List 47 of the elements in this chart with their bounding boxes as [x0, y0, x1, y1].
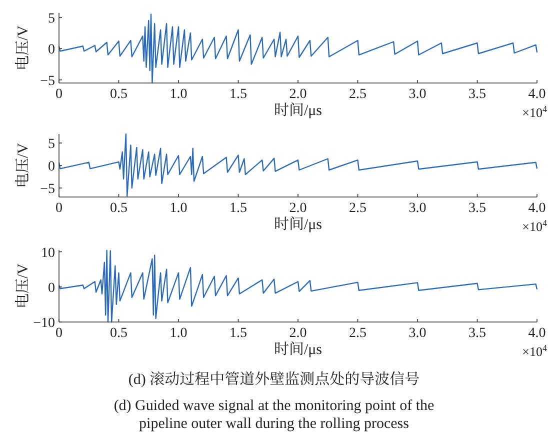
- x-tick-label: 0.5: [110, 87, 128, 102]
- x-tick-label: 1.0: [170, 87, 188, 102]
- y-tick-label: −5: [40, 182, 55, 197]
- x-tick-label: 1.5: [230, 201, 247, 216]
- y-tick-label: −10: [33, 316, 55, 331]
- y-axis-title: 电压/V: [14, 142, 32, 188]
- x-tick-label: 3.5: [468, 87, 486, 102]
- x-tick-label: 1.0: [170, 326, 188, 341]
- x-tick-label: 3.0: [408, 201, 426, 216]
- line-series: [58, 133, 538, 197]
- x-tick-label: 3.5: [468, 326, 486, 341]
- x-tick-label: 2.5: [349, 326, 366, 341]
- x-tick-label: 2.0: [289, 326, 307, 341]
- x-tick-label: 2.0: [289, 87, 307, 102]
- y-axis-title: 电压/V: [14, 263, 32, 309]
- x-tick-label: 4.0: [528, 326, 546, 341]
- x-tick-label: 3.5: [468, 201, 486, 216]
- y-tick-label: 5: [48, 137, 55, 152]
- y-axis-title: 电压/V: [14, 25, 32, 71]
- x-tick-label: 0.5: [110, 201, 128, 216]
- x-tick-label: 3.0: [408, 326, 426, 341]
- text: ×10$^{4}$: [522, 104, 548, 120]
- x-axis-title: 时间/μs: [274, 216, 322, 233]
- text: (d) Guided wave signal at the monitoring point of the pipeline outer wall during the rolling process: [114, 398, 435, 432]
- x-axis-title: 时间/μs: [274, 102, 322, 119]
- x-tick-label: 3.0: [408, 87, 426, 102]
- y-tick-label: 10: [41, 246, 55, 261]
- x-tick-label: 4.0: [528, 201, 546, 216]
- x-tick-label: 1.5: [230, 326, 247, 341]
- x-axis-title: 时间/μs: [274, 341, 322, 358]
- x-tick-label: 2.5: [349, 201, 366, 216]
- text: ×10$^{4}$: [522, 343, 548, 359]
- text: ×10$^{4}$: [522, 218, 548, 234]
- x-tick-label: 1.0: [170, 201, 188, 216]
- x-tick-label: 4.0: [528, 87, 546, 102]
- x-tick-label: 0.5: [110, 326, 128, 341]
- line-series: [58, 14, 538, 84]
- line-series: [58, 250, 538, 323]
- text: (d) 滚动过程中管道外壁监测点处的导波信号: [128, 371, 420, 388]
- x-tick-label: 2.5: [349, 87, 366, 102]
- x-tick-label: 1.5: [230, 87, 247, 102]
- y-tick-label: 0: [48, 42, 55, 58]
- y-tick-label: −5: [40, 74, 55, 89]
- y-tick-label: 0: [48, 160, 55, 174]
- y-tick-label: 5: [48, 11, 55, 26]
- y-tick-label: 0: [48, 280, 55, 296]
- x-tick-label: 2.0: [289, 201, 307, 216]
